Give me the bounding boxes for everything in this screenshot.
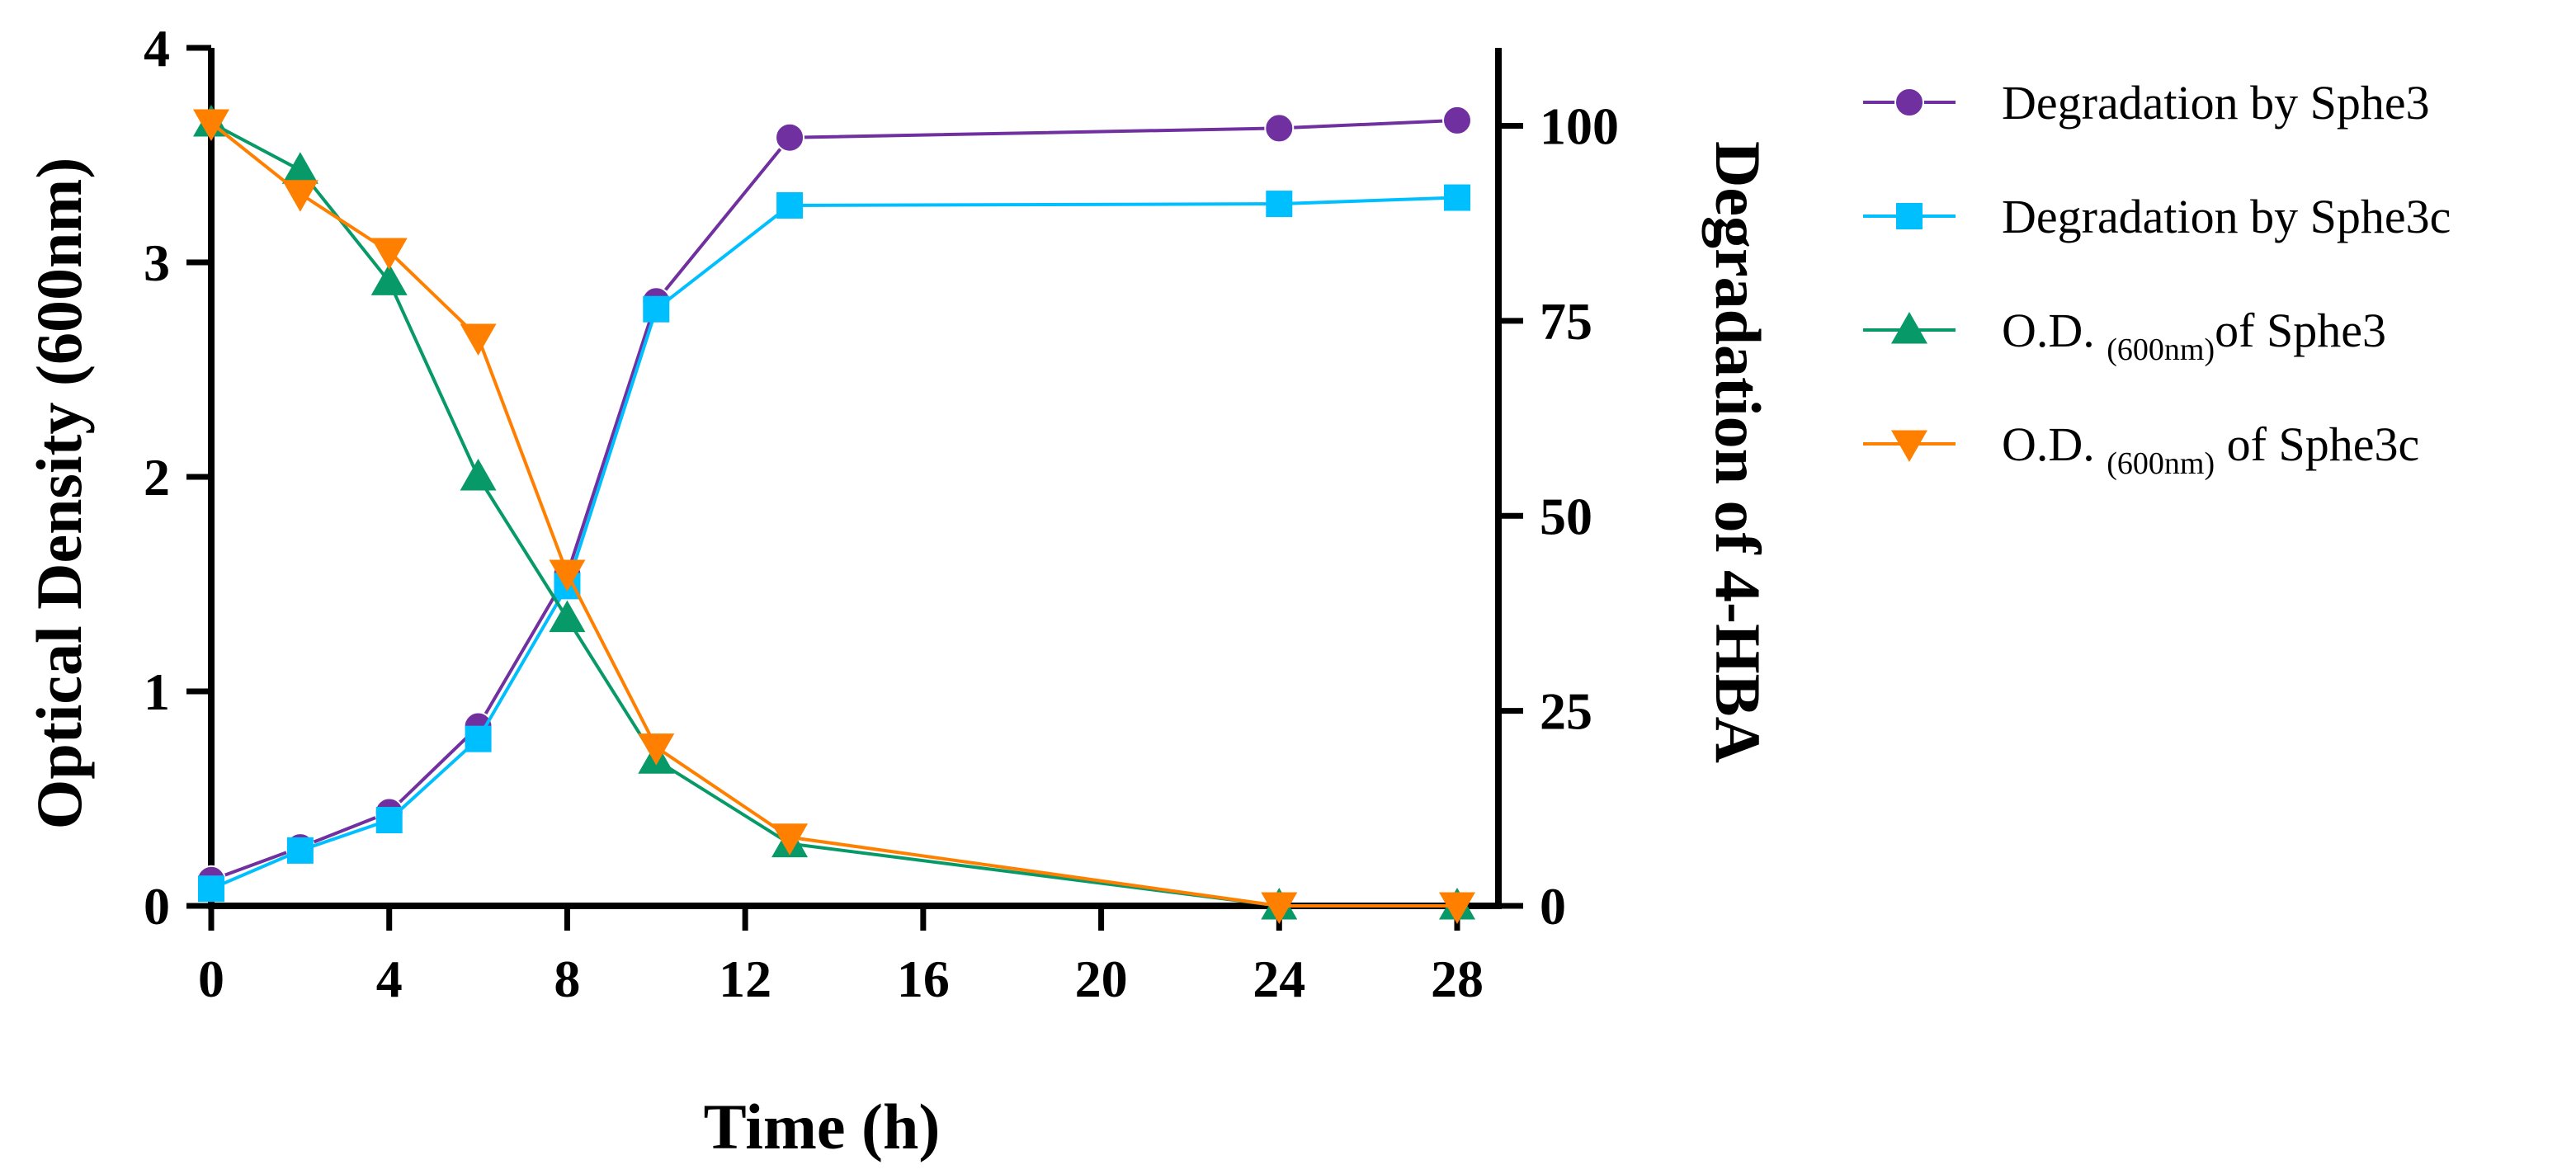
data-point (776, 191, 804, 219)
x-axis-title: Time (h) (704, 1091, 941, 1162)
data-point (643, 295, 670, 323)
y-left-tick-label: 4 (144, 19, 170, 78)
data-point (549, 559, 586, 592)
x-tick-label: 8 (554, 950, 580, 1008)
data-point (460, 459, 497, 491)
data-point (465, 725, 492, 752)
data-point (1442, 105, 1472, 135)
data-point (286, 837, 314, 864)
legend-entry: Degradation by Sphe3 (1863, 76, 2430, 130)
y-right-tick-label: 25 (1540, 682, 1592, 741)
data-point (1264, 113, 1295, 144)
legend-marker (1891, 430, 1927, 462)
y-left-tick-label: 0 (144, 877, 170, 936)
series-2 (193, 105, 1475, 920)
x-tick-label: 4 (376, 950, 403, 1008)
legend: Degradation by Sphe3 Degradation by Sphe3… (1863, 76, 2451, 481)
legend-entry: Degradation by Sphe3c (1863, 190, 2451, 243)
y-left-tick-label: 2 (144, 448, 170, 507)
data-point (281, 180, 318, 212)
series-0 (196, 105, 1472, 895)
legend-label: Degradation by Sphe3 (2002, 76, 2430, 130)
legend-marker (1891, 312, 1927, 344)
data-point (1261, 892, 1298, 924)
data-point (549, 600, 586, 633)
legend-label: Degradation by Sphe3c (2002, 190, 2451, 243)
legend-label: O.D. (600nm)of Sphe3 (2002, 304, 2386, 367)
series-3 (193, 109, 1475, 924)
data-point (1439, 892, 1475, 924)
series-layer (193, 105, 1475, 924)
data-point (460, 323, 497, 356)
legend-marker (1896, 203, 1923, 229)
y-right-tick-label: 50 (1540, 487, 1592, 545)
y-axis-right-title: Degradation of 4-HBA (1702, 141, 1774, 763)
x-tick-label: 12 (719, 950, 771, 1008)
data-point (775, 122, 805, 153)
y-left-tick-label: 3 (144, 233, 170, 292)
data-point (198, 875, 224, 903)
data-point (771, 823, 809, 856)
legend-marker (1894, 87, 1924, 117)
data-point (370, 238, 408, 270)
data-point (375, 807, 403, 833)
y-right-tick-label: 0 (1540, 877, 1566, 936)
data-point (370, 263, 408, 295)
legend-entry: O.D. (600nm)of Sphe3 (1863, 304, 2386, 367)
x-tick-label: 20 (1075, 950, 1128, 1008)
legend-entry: O.D. (600nm) of Sphe3c (1863, 417, 2419, 481)
data-point (281, 152, 318, 184)
y-right-tick-label: 100 (1540, 97, 1619, 156)
series-line (210, 118, 1458, 882)
x-tick-label: 16 (897, 950, 950, 1008)
x-tick-label: 0 (198, 950, 224, 1008)
legend-label: O.D. (600nm) of Sphe3c (2002, 417, 2419, 481)
data-point (1444, 184, 1470, 211)
y-left-tick-label: 1 (144, 662, 170, 721)
x-tick-label: 24 (1253, 950, 1305, 1008)
data-point (638, 733, 675, 766)
data-point (193, 109, 229, 141)
y-right-tick-label: 75 (1540, 292, 1592, 351)
x-tick-label: 28 (1431, 950, 1484, 1008)
data-point (1266, 191, 1293, 218)
y-axis-left-title: Optical Density (600nm) (23, 158, 95, 830)
